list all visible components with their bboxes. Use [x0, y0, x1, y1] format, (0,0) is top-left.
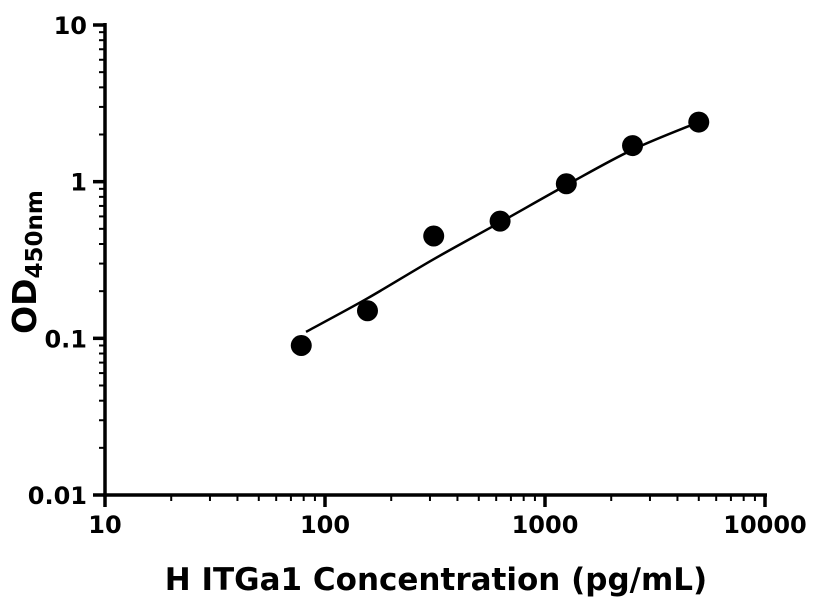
data-point: [290, 335, 312, 357]
data-point: [489, 210, 511, 232]
plot-area: 10 100 1000 10000 0.01 0.1 1 10: [28, 12, 807, 539]
x-tick-label: 100: [300, 511, 350, 539]
data-point: [688, 111, 710, 133]
data-point: [356, 300, 378, 322]
data-point: [423, 225, 445, 247]
data-point: [555, 173, 577, 195]
y-axis-title-main: OD: [5, 278, 44, 333]
y-axis-title-sub: 450nm: [22, 190, 48, 278]
x-tick-label: 1000: [512, 511, 579, 539]
y-axis-title: OD450nm: [5, 190, 48, 334]
x-tick-label: 10: [88, 511, 121, 539]
y-tick-label: 0.1: [44, 325, 87, 353]
y-tick-label: 10: [54, 12, 87, 40]
y-tick-label: 1: [70, 169, 87, 197]
x-axis-title: H ITGa1 Concentration (pg/mL): [165, 562, 707, 598]
data-point: [622, 135, 644, 157]
x-tick-label: 10000: [723, 511, 807, 539]
y-tick-label: 0.01: [28, 482, 87, 510]
